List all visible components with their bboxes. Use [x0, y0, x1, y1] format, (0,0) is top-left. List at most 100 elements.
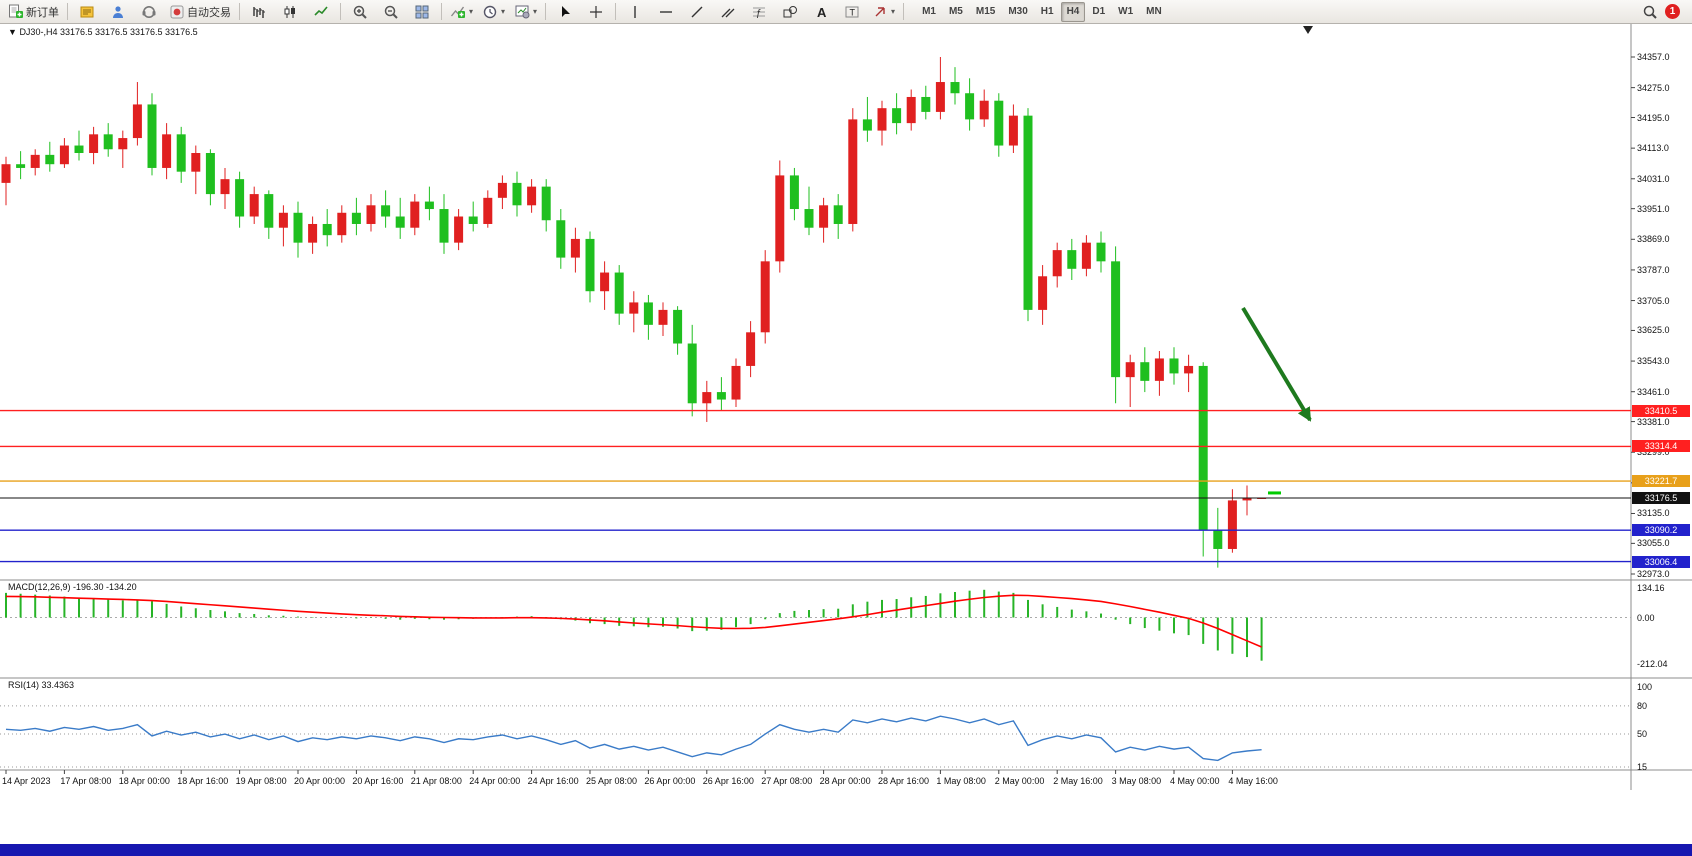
fibonacci-icon: ƒ	[751, 4, 767, 20]
vertical-line-button[interactable]	[620, 1, 650, 23]
periods-icon	[482, 4, 498, 20]
new-order-icon	[8, 4, 24, 20]
community-icon	[141, 4, 157, 20]
levels-layer[interactable]	[0, 409, 1631, 563]
candles-layer	[1, 57, 1267, 568]
toolbar-separator	[545, 3, 547, 20]
trendline-icon	[689, 4, 705, 20]
rsi-header: RSI(14) 33.4363	[8, 680, 75, 690]
new-order-button[interactable]: 新订单	[4, 1, 63, 23]
candle-chart-button[interactable]	[275, 1, 305, 23]
timeframe-m5[interactable]: M5	[948, 6, 963, 17]
cursor-icon	[557, 4, 573, 20]
cursor-button[interactable]	[550, 1, 580, 23]
toolbar-separator	[67, 3, 68, 20]
dropdown-caret-icon[interactable]: ▾	[501, 7, 506, 16]
macd-header: MACD(12,26,9) -196.30 -134.20	[8, 582, 137, 592]
metaeditor-icon	[79, 4, 95, 20]
text-button[interactable]: A	[806, 1, 836, 23]
price-level-chip[interactable]: 33090.2	[1632, 524, 1690, 537]
macd-signal-line	[5, 594, 1262, 648]
toolbar-separator	[615, 3, 617, 20]
chart-header: ▼ DJ30-,H4 33176.5 33176.5 33176.5 33176…	[8, 27, 198, 37]
crosshair-icon	[588, 4, 604, 20]
market-icon	[110, 4, 126, 20]
templates-button[interactable]: ▾	[510, 1, 541, 23]
timeframe-m30[interactable]: M30	[1008, 6, 1028, 17]
label-icon: T	[844, 4, 860, 20]
timeframe-d1[interactable]: D1	[1092, 6, 1106, 17]
vline-icon	[627, 4, 643, 20]
crosshair-button[interactable]	[581, 1, 611, 23]
candle-chart-icon	[282, 4, 298, 20]
svg-text:T: T	[850, 7, 856, 17]
text-icon: A	[813, 4, 829, 20]
indicators-button[interactable]: ▾	[446, 1, 477, 23]
trend-arrow-annotation[interactable]	[1241, 306, 1312, 422]
rsi-layer	[0, 705, 1631, 768]
timeframe-h1[interactable]: H1	[1040, 6, 1054, 17]
zoom-in-button[interactable]	[345, 1, 375, 23]
timeframe-bar: M1 M5 M15 M30 H1 H4 D1 W1 MN	[916, 1, 1168, 22]
rsi-line	[5, 715, 1262, 762]
notification-badge[interactable]: 1	[1665, 4, 1680, 19]
fibonacci-button[interactable]: ƒ	[744, 1, 774, 23]
price-level-chip[interactable]: 33006.4	[1632, 555, 1690, 568]
timeframe-m15[interactable]: M15	[975, 6, 996, 17]
channel-icon	[720, 4, 736, 20]
channel-button[interactable]	[713, 1, 743, 23]
templates-icon	[514, 4, 530, 20]
last-price-marker	[1268, 491, 1281, 495]
metaeditor-button[interactable]	[72, 1, 102, 23]
chart-collapse-icon[interactable]: ▼	[8, 27, 17, 37]
timeframe-m1[interactable]: M1	[922, 6, 936, 17]
zoom-out-icon	[383, 4, 399, 20]
market-button[interactable]	[103, 1, 133, 23]
dropdown-caret-icon[interactable]: ▾	[469, 7, 474, 16]
price-level-chip[interactable]: 33221.7	[1632, 475, 1690, 488]
bottom-bar	[0, 844, 1692, 856]
tile-windows-button[interactable]	[407, 1, 437, 23]
timeframe-w1[interactable]: W1	[1118, 6, 1134, 17]
shapes-button[interactable]	[775, 1, 805, 23]
line-chart-icon	[313, 4, 329, 20]
timeframe-mn[interactable]: MN	[1146, 6, 1162, 17]
toolbar-separator	[239, 3, 240, 20]
shapes-icon	[782, 4, 798, 20]
svg-text:ƒ: ƒ	[756, 8, 762, 19]
toolbar-separator	[340, 3, 341, 20]
periods-button[interactable]: ▾	[478, 1, 509, 23]
dropdown-caret-icon[interactable]: ▾	[533, 7, 538, 16]
search-icon[interactable]	[1642, 4, 1658, 20]
arrows-icon	[872, 4, 888, 20]
dropdown-caret-icon[interactable]: ▾	[891, 7, 896, 16]
line-chart-button[interactable]	[306, 1, 336, 23]
zoom-in-icon	[352, 4, 368, 20]
toolbar-separator	[441, 3, 442, 20]
svg-text:A: A	[817, 5, 827, 20]
trendline-button[interactable]	[682, 1, 712, 23]
auto-trading-button[interactable]: 自动交易	[165, 1, 235, 23]
toolbar-separator	[903, 3, 905, 20]
chart-shift-marker[interactable]	[1303, 26, 1313, 34]
timeframe-h4[interactable]: H4	[1060, 1, 1086, 22]
price-level-chip[interactable]: 33176.5	[1632, 491, 1690, 504]
label-button[interactable]: T	[837, 1, 867, 23]
chart-title: DJ30-,H4 33176.5 33176.5 33176.5 33176.5	[19, 27, 198, 37]
horizontal-line-button[interactable]	[651, 1, 681, 23]
toolbar-right-group: 1	[1642, 4, 1688, 20]
hline-icon	[658, 4, 674, 20]
macd-layer	[0, 589, 1631, 661]
zoom-out-button[interactable]	[376, 1, 406, 23]
bar-chart-button[interactable]	[244, 1, 274, 23]
price-level-chip[interactable]: 33314.4	[1632, 440, 1690, 453]
toolbar: 新订单 自动交易 ▾ ▾ ▾ ƒ A T ▾ M1 M5 M15 M30 H1 H4 D1 W1 MN 1	[0, 0, 1692, 24]
auto-trading-icon	[169, 4, 185, 20]
community-button[interactable]	[134, 1, 164, 23]
price-level-chip[interactable]: 33410.5	[1632, 404, 1690, 417]
auto-trading-button-label: 自动交易	[187, 6, 231, 19]
annotations-layer[interactable]	[1241, 306, 1312, 422]
arrows-button[interactable]: ▾	[868, 1, 899, 23]
